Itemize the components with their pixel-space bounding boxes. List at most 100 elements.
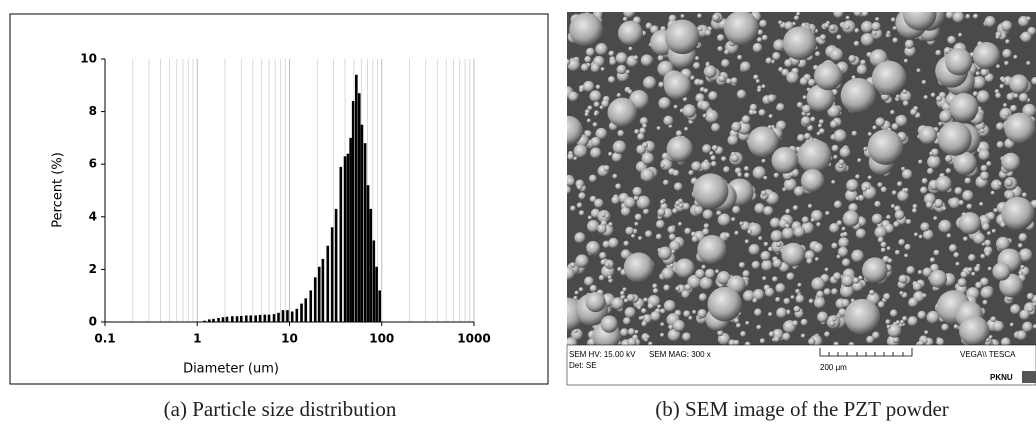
particle (669, 263, 674, 268)
sem-scale: 200 μm (820, 363, 847, 372)
particle (844, 24, 850, 30)
particle (902, 100, 909, 107)
particle (741, 115, 751, 124)
particle (678, 221, 683, 226)
y-tick-label: 0 (89, 315, 97, 329)
particle (982, 299, 988, 305)
particle (871, 21, 881, 32)
particles (567, 12, 1036, 345)
particle (675, 130, 683, 137)
particle (851, 130, 857, 137)
particle (745, 321, 750, 326)
particle (769, 217, 781, 229)
particle (829, 120, 838, 129)
particle (598, 274, 605, 281)
particle (990, 316, 997, 322)
sem-hv: SEM HV: 15.00 kV (569, 350, 636, 359)
particle (583, 80, 595, 93)
bar (207, 319, 211, 322)
particle (665, 19, 700, 55)
particle (807, 124, 814, 132)
particle (623, 196, 636, 209)
particle (880, 241, 887, 248)
particle (585, 291, 606, 313)
particle (623, 252, 654, 283)
particle (1001, 78, 1006, 83)
particle (744, 172, 750, 179)
particle (636, 195, 651, 210)
particle (929, 151, 934, 156)
particle (625, 69, 630, 74)
particle (595, 127, 608, 140)
bar (317, 266, 321, 322)
particle (584, 112, 589, 117)
particle (972, 91, 978, 97)
particle (716, 271, 731, 285)
particle (980, 286, 994, 300)
particle (595, 43, 608, 56)
particle (585, 47, 595, 57)
particle (730, 154, 739, 163)
particle (936, 338, 945, 345)
particle (738, 261, 746, 269)
particle (841, 258, 851, 267)
sem-lab: PKNU (990, 373, 1013, 382)
particle (737, 54, 743, 60)
particle (945, 168, 952, 174)
bar (267, 314, 271, 322)
particle (829, 223, 840, 234)
particle (995, 92, 1002, 99)
particle (737, 172, 743, 178)
particle (890, 204, 896, 209)
particle (628, 46, 633, 51)
particle (922, 338, 928, 344)
particle (984, 239, 992, 247)
particle (702, 113, 707, 118)
particle (647, 302, 654, 310)
particle (965, 14, 971, 19)
particle (608, 151, 613, 157)
particle (842, 231, 848, 237)
particle (842, 210, 860, 227)
particle (853, 12, 863, 17)
bar (239, 315, 243, 322)
logo (1022, 371, 1036, 383)
particle (814, 257, 819, 262)
x-tick-label: 1000 (457, 332, 490, 346)
particle (1001, 196, 1035, 231)
particle (921, 178, 928, 185)
bar (309, 290, 313, 322)
chart-frame (9, 13, 549, 385)
particle (937, 121, 972, 156)
particle (784, 59, 793, 68)
particle (752, 297, 758, 304)
particle (617, 129, 625, 137)
particle (814, 61, 843, 91)
particle (1001, 20, 1013, 32)
particle (865, 185, 870, 190)
particle (927, 155, 941, 169)
particle (952, 12, 965, 23)
particle (1003, 103, 1008, 108)
particle (761, 259, 773, 272)
particle (966, 203, 973, 210)
particle (899, 291, 904, 296)
particle (875, 117, 885, 127)
particle (733, 318, 740, 324)
particle (575, 254, 589, 268)
particle (723, 166, 730, 173)
particle (960, 271, 968, 279)
particle (953, 151, 977, 176)
particle (860, 20, 874, 34)
particle (754, 203, 765, 214)
particle (574, 290, 579, 295)
particle (740, 61, 751, 72)
particle (768, 331, 775, 337)
particle (702, 228, 710, 236)
particle (930, 92, 936, 98)
bar (231, 316, 234, 322)
bar (277, 312, 280, 322)
particle (768, 312, 773, 317)
particle (1005, 190, 1015, 201)
particle (645, 334, 650, 339)
